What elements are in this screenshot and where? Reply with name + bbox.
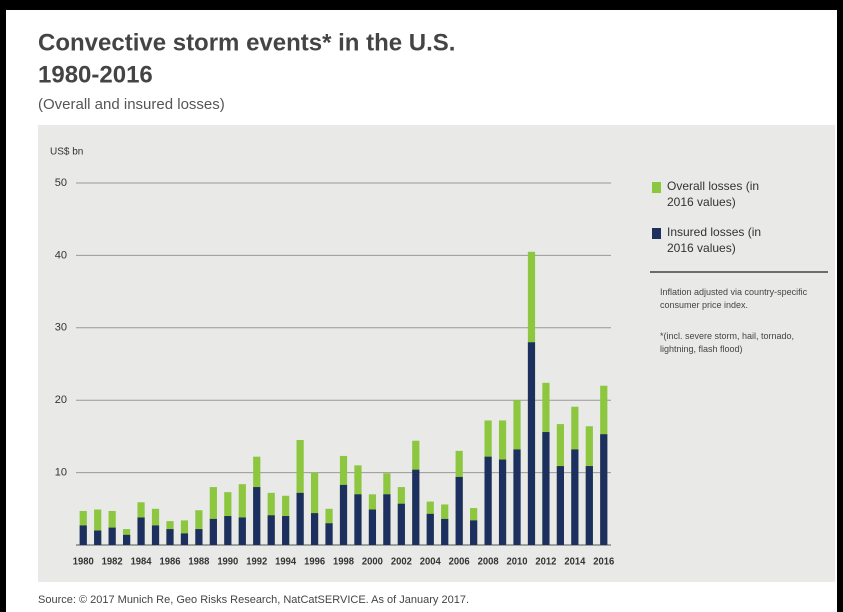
x-tick-label: 2014 bbox=[564, 557, 585, 568]
bar bbox=[209, 487, 217, 545]
bar bbox=[310, 513, 319, 545]
bar bbox=[296, 440, 304, 545]
x-tick-label: 2010 bbox=[507, 557, 528, 568]
bar bbox=[180, 520, 189, 545]
legend-item: Insured losses (in 2016 values) bbox=[652, 224, 767, 256]
legend-swatch bbox=[652, 182, 661, 193]
bar bbox=[195, 510, 203, 545]
x-tick-label: 2008 bbox=[478, 557, 499, 568]
bar bbox=[94, 509, 102, 545]
bar bbox=[137, 517, 145, 545]
bar bbox=[339, 484, 348, 545]
bar bbox=[397, 503, 405, 545]
bar bbox=[166, 529, 174, 545]
bar bbox=[325, 523, 333, 545]
bar bbox=[238, 484, 246, 545]
x-tick-label: 1988 bbox=[188, 557, 209, 568]
bar bbox=[267, 515, 275, 545]
x-tick-label: 2000 bbox=[362, 557, 383, 568]
x-tick-label: 2006 bbox=[449, 557, 470, 568]
bar bbox=[253, 487, 261, 545]
bar bbox=[79, 525, 87, 545]
x-tick-label: 2002 bbox=[391, 557, 412, 568]
x-tick-label: 1994 bbox=[275, 557, 296, 568]
x-tick-label: 2016 bbox=[593, 557, 614, 568]
bar bbox=[383, 494, 391, 545]
bar bbox=[108, 527, 116, 545]
bar bbox=[195, 529, 203, 545]
bar bbox=[354, 494, 362, 545]
legend-label: Insured losses (in 2016 values) bbox=[667, 225, 762, 255]
note: Inflation adjusted via country-specific … bbox=[660, 287, 808, 310]
bar bbox=[224, 516, 232, 545]
legend-item: Overall losses (in 2016 values) bbox=[652, 178, 767, 210]
bar bbox=[123, 534, 131, 545]
x-tick-label: 1986 bbox=[159, 557, 180, 568]
x-tick-label: 1992 bbox=[246, 557, 267, 568]
bar bbox=[470, 520, 478, 545]
source: Source: © 2017 Munich Re, Geo Risks Rese… bbox=[38, 594, 469, 606]
top-border bbox=[0, 0, 843, 10]
bar bbox=[527, 342, 536, 545]
right-border bbox=[837, 0, 843, 612]
bar bbox=[513, 449, 521, 545]
x-tick-label: 2012 bbox=[535, 557, 556, 568]
subtitle: (Overall and insured losses) bbox=[38, 96, 225, 113]
note: *(incl. severe storm, hail, tornado, lig… bbox=[660, 331, 795, 354]
bar bbox=[296, 492, 304, 545]
panel bbox=[38, 125, 835, 582]
y-axis-label: US$ bn bbox=[50, 147, 83, 158]
bar bbox=[571, 449, 579, 545]
x-tick-label: 1996 bbox=[304, 557, 325, 568]
x-tick-label: 2004 bbox=[420, 557, 441, 568]
x-tick-label: 1990 bbox=[217, 557, 238, 568]
bar bbox=[412, 469, 420, 545]
y-tick-label: 10 bbox=[55, 467, 67, 479]
x-tick-label: 1982 bbox=[102, 557, 123, 568]
bar bbox=[209, 518, 217, 545]
bar bbox=[238, 517, 246, 545]
bar bbox=[556, 466, 564, 545]
y-tick-label: 30 bbox=[55, 322, 67, 334]
x-tick-label: 1998 bbox=[333, 557, 354, 568]
y-tick-label: 20 bbox=[55, 394, 67, 406]
bar bbox=[455, 476, 463, 545]
bar bbox=[542, 432, 550, 545]
chart-title: 1980-2016 bbox=[38, 61, 153, 88]
chart-title: Convective storm events* in the U.S. bbox=[38, 29, 455, 56]
y-tick-label: 40 bbox=[55, 249, 67, 261]
bar bbox=[484, 456, 492, 545]
bar bbox=[498, 459, 507, 545]
bar bbox=[441, 518, 449, 545]
bar bbox=[94, 530, 102, 545]
bar bbox=[310, 472, 319, 545]
y-tick-label: 50 bbox=[55, 177, 67, 189]
x-tick-label: 1984 bbox=[131, 557, 152, 568]
left-border bbox=[0, 0, 6, 612]
bar bbox=[151, 525, 160, 545]
bar bbox=[180, 533, 189, 545]
legend-label: Overall losses (in 2016 values) bbox=[667, 179, 760, 209]
bar bbox=[600, 434, 608, 545]
bar bbox=[282, 516, 290, 545]
bar bbox=[585, 466, 593, 545]
legend-swatch bbox=[652, 228, 661, 239]
bar bbox=[368, 509, 377, 545]
bar bbox=[426, 513, 434, 545]
x-tick-label: 1980 bbox=[73, 557, 94, 568]
